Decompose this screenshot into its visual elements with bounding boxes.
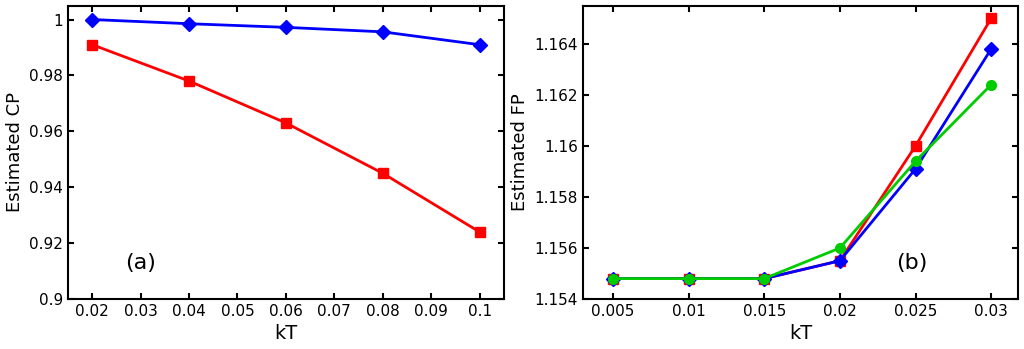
X-axis label: kT: kT xyxy=(788,325,812,343)
Y-axis label: Estimated FP: Estimated FP xyxy=(511,94,528,211)
Text: (a): (a) xyxy=(125,253,156,273)
Y-axis label: Estimated CP: Estimated CP xyxy=(5,92,24,212)
Text: (b): (b) xyxy=(896,253,928,273)
X-axis label: kT: kT xyxy=(274,325,298,343)
